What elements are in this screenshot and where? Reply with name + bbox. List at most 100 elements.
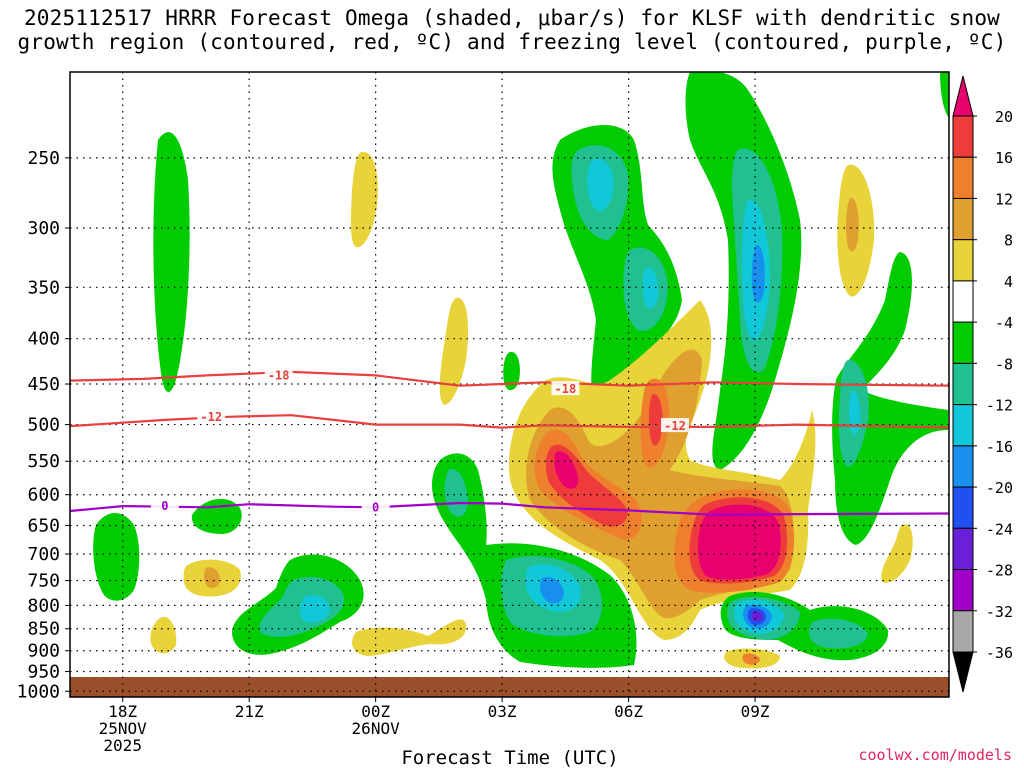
x-axis-label: Forecast Time (UTC) bbox=[401, 747, 618, 768]
y-tick-label: 600 bbox=[27, 485, 60, 506]
colorbar-band bbox=[952, 197, 974, 241]
contour-label: 0 bbox=[161, 499, 168, 513]
omega-region-cyan bbox=[642, 267, 659, 309]
ground-surface bbox=[70, 677, 949, 697]
omega-region-red bbox=[648, 394, 663, 446]
colorbar-band bbox=[952, 321, 974, 364]
y-tick-label: 750 bbox=[27, 571, 60, 592]
x-tick-label: 09Z bbox=[741, 702, 770, 721]
y-tick-label: 650 bbox=[27, 516, 60, 537]
x-tick-label: 00Z bbox=[361, 702, 390, 721]
contour-line bbox=[69, 370, 950, 387]
omega-region-green bbox=[93, 512, 140, 601]
title-line-2: growth region (contoured, red, ºC) and f… bbox=[17, 30, 1007, 54]
colorbar-band bbox=[952, 75, 974, 117]
contour-label: -18 bbox=[555, 382, 577, 396]
title-line-1: 2025112517 HRRR Forecast Omega (shaded, … bbox=[23, 6, 1001, 30]
y-tick-label: 250 bbox=[27, 148, 60, 169]
contour-label-bg bbox=[264, 367, 293, 382]
colorbar-label: -16 bbox=[986, 438, 1013, 456]
contour-label-bg bbox=[551, 381, 580, 396]
colorbar-band bbox=[952, 404, 974, 447]
contour-label-bg bbox=[660, 418, 689, 433]
y-tick-label: 850 bbox=[27, 619, 60, 640]
colorbar-band bbox=[952, 280, 974, 323]
omega-region-teal bbox=[808, 618, 868, 649]
colorbar-band bbox=[952, 486, 974, 529]
omega-region-yellow bbox=[352, 619, 467, 656]
omega-region-yellow bbox=[439, 297, 469, 405]
omega-region-cyan bbox=[587, 158, 614, 212]
contour-label: 0 bbox=[372, 500, 379, 514]
contour-label: -12 bbox=[664, 419, 686, 433]
omega-region-cyan bbox=[300, 594, 330, 623]
omega-region-cyan bbox=[848, 389, 861, 435]
y-tick-label: 300 bbox=[27, 218, 60, 239]
contour-line bbox=[69, 414, 950, 429]
y-axis: 2503003504004505005506006507007508008509… bbox=[17, 148, 70, 702]
colorbar-band bbox=[952, 115, 974, 158]
colorbar-label: -20 bbox=[986, 479, 1013, 497]
contour-label-bg bbox=[150, 498, 179, 513]
y-tick-label: 400 bbox=[27, 329, 60, 350]
colorbar-label: 20 bbox=[995, 108, 1013, 126]
gridlines bbox=[70, 72, 949, 697]
colorbar-band bbox=[952, 569, 974, 612]
x-tick-label: 21Z bbox=[235, 702, 264, 721]
contour-line bbox=[69, 501, 950, 516]
y-tick-label: 800 bbox=[27, 595, 60, 616]
colorbar-label: -36 bbox=[986, 644, 1013, 662]
omega-region-magenta bbox=[554, 451, 579, 489]
omega-region-green bbox=[503, 351, 520, 391]
x-tick-label: 2025 bbox=[103, 736, 142, 755]
omega-region-amber bbox=[846, 197, 859, 252]
y-tick-label: 550 bbox=[27, 451, 60, 472]
colorbar-label: -28 bbox=[986, 562, 1013, 580]
contour-label: -18 bbox=[268, 368, 290, 382]
x-tick-label: 06Z bbox=[614, 702, 643, 721]
contour-label-bg bbox=[361, 499, 390, 514]
x-tick-label: 25NOV bbox=[99, 719, 148, 738]
colorbar-label: 12 bbox=[995, 190, 1013, 208]
omega-region-magenta bbox=[697, 504, 781, 580]
omega-region-green bbox=[940, 72, 949, 118]
colorbar-label: -32 bbox=[986, 603, 1013, 621]
y-tick-label: 350 bbox=[27, 277, 60, 298]
colorbar: 20 16 12 8 4 -4 -8 -12 -16 -20 -24 -28 -32 -36 bbox=[952, 75, 1013, 693]
y-tick-label: 450 bbox=[27, 374, 60, 395]
omega-region-yellow bbox=[350, 151, 378, 248]
omega-region-green bbox=[832, 252, 948, 545]
omega-region-yellow bbox=[795, 451, 805, 476]
colorbar-label: 16 bbox=[995, 149, 1013, 167]
colorbar-label: -24 bbox=[986, 520, 1013, 538]
x-tick-label: 26NOV bbox=[352, 719, 401, 738]
omega-region-green bbox=[191, 498, 242, 534]
omega-region-orange bbox=[742, 653, 760, 665]
colorbar-band bbox=[952, 527, 974, 571]
y-tick-label: 950 bbox=[27, 662, 60, 683]
contour-label-bg bbox=[197, 408, 226, 423]
omega-region-blue bbox=[751, 244, 765, 303]
colorbar-band bbox=[952, 651, 974, 693]
colorbar-band bbox=[952, 610, 974, 653]
y-tick-label: 700 bbox=[27, 544, 60, 565]
omega-shading bbox=[93, 72, 949, 669]
x-tick-label: 03Z bbox=[488, 702, 517, 721]
contours: -18 -12 -18 -12 0 0 bbox=[69, 367, 950, 516]
colorbar-label: 8 bbox=[1004, 232, 1013, 250]
omega-region-purple bbox=[751, 611, 763, 622]
colorbar-band bbox=[952, 156, 974, 199]
credit-text: coolwx.com/models bbox=[858, 746, 1012, 764]
omega-region-teal bbox=[444, 469, 468, 517]
omega-region-amber bbox=[203, 567, 220, 588]
x-tick-label: 18Z bbox=[108, 702, 137, 721]
y-tick-label: 900 bbox=[27, 641, 60, 662]
contour-label: -12 bbox=[200, 410, 222, 424]
chart-title: 2025112517 HRRR Forecast Omega (shaded, … bbox=[0, 6, 1024, 54]
omega-region-blue bbox=[540, 576, 564, 604]
colorbar-band bbox=[952, 239, 974, 282]
colorbar-label: 4 bbox=[1004, 273, 1013, 291]
omega-region-yellow bbox=[881, 524, 913, 583]
